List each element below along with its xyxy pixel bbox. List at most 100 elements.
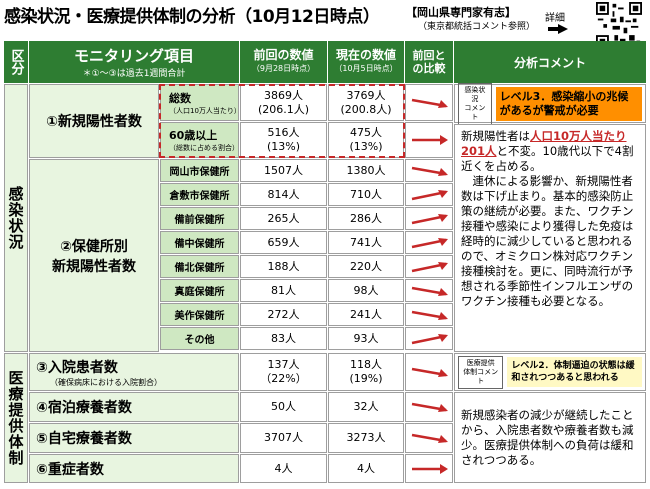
trend-arrow-icon (411, 433, 448, 443)
center-curr-text: 741人 (350, 235, 382, 249)
center-name-text: 備北保健所 (174, 263, 225, 274)
medical-level-box: 医療提供 体制コメント レベル2．体制逼迫の状態は緩和されつつあると思われる (454, 353, 646, 391)
infection-level-box: 感染状況 コメント レベル3．感染縮小の兆候があるが警戒が必要 (454, 82, 646, 125)
compare-cell (405, 122, 453, 158)
hosp-prev-value: 137人 (267, 358, 300, 371)
trend-arrow-icon (412, 135, 448, 145)
header-prev-date: （9月28日時点） (251, 64, 316, 73)
over60-curr: 475人 (13%) (328, 122, 404, 158)
total-curr-value: 3769人 (346, 88, 386, 102)
center-name-text: 真庭保健所 (174, 287, 225, 298)
header-item: モニタリング項目 ＊①～③は過去1週間合計 (29, 41, 239, 83)
center-name-text: 備前保健所 (174, 215, 225, 226)
item-new-cases: ①新規陽性者数 (29, 84, 159, 158)
header-item-note: ＊①～③は過去1週間合計 (82, 69, 186, 79)
row-total-label: 総数 (169, 91, 191, 105)
hosp-curr-value: 118人 (350, 358, 382, 371)
center-curr-text: 241人 (350, 307, 382, 321)
center-curr: 710人 (328, 183, 404, 206)
over60-prev-rate: (13%) (266, 140, 301, 153)
header-item-label: モニタリング項目 (73, 47, 194, 65)
center-name-text: 美作保健所 (174, 311, 225, 322)
center-prev-text: 272人 (267, 307, 300, 321)
severe-curr-value: 4人 (357, 461, 375, 475)
medical-level-tag: 医療提供 体制コメント (458, 355, 504, 389)
infection-level: レベル3．感染縮小の兆候があるが警戒が必要 (495, 86, 642, 121)
item-home: ⑤自宅療養者数 (29, 423, 239, 453)
center-curr-text: 286人 (350, 211, 382, 225)
center-curr: 1380人 (328, 159, 404, 182)
center-curr: 98人 (328, 279, 404, 302)
infection-comment-highlight: 人口10万人当たり201人 (461, 129, 627, 158)
section-medical: 医療提供体制 (4, 353, 28, 483)
item-lodging-label: ④宿泊療養者数 (36, 400, 132, 416)
details-link[interactable]: 詳細 (545, 13, 565, 24)
item-hospitalized-note: （確保病床における入院割合） (50, 377, 162, 387)
header-prev-label: 前回の数値 (253, 48, 314, 62)
total-curr: 3769人 (200.8人) (328, 84, 404, 121)
center-prev-text: 188人 (267, 259, 300, 273)
item-hospitalized: ③入院患者数 （確保病床における入院割合） (29, 353, 239, 391)
hosp-curr-rate: (19%) (349, 372, 383, 385)
trend-arrow-icon (411, 166, 448, 176)
severe-prev: 4人 (240, 454, 327, 483)
over60-prev-value: 516人 (267, 126, 300, 139)
center-prev: 814人 (240, 183, 327, 206)
compare-cell (405, 392, 453, 422)
compare-cell (405, 327, 453, 350)
item-new-cases-label: ①新規陽性者数 (46, 114, 142, 130)
total-curr-rate: (200.8人) (340, 102, 392, 116)
over60-curr-rate: (13%) (349, 140, 383, 153)
hosp-prev-rate: （22%） (260, 372, 307, 385)
lodging-curr-value: 32人 (353, 400, 379, 413)
compare-cell (405, 231, 453, 254)
trend-arrow-icon (411, 189, 448, 200)
center-curr: 93人 (328, 327, 404, 350)
severe-prev-value: 4人 (274, 461, 293, 475)
infection-comment-post: と不変。10歳代以下で4割近くを占める。 連休による影響か、新規陽性者数は下げ止… (461, 144, 634, 308)
row-over60-note: （総数に占める割合） (169, 144, 239, 152)
trend-arrow-icon (411, 333, 448, 344)
center-prev-text: 1507人 (264, 163, 303, 177)
compare-cell (405, 84, 453, 121)
page-title: 感染状況・医療提供体制の分析（10月12日時点） (4, 7, 380, 27)
center-name: 備前保健所 (160, 207, 239, 230)
item-hospitalized-label: ③入院患者数 (36, 359, 118, 376)
center-curr: 741人 (328, 231, 404, 254)
center-name: 備中保健所 (160, 231, 239, 254)
lodging-prev-value: 50人 (271, 400, 296, 413)
total-prev: 3869人 (206.1人) (240, 84, 327, 121)
compare-cell (405, 423, 453, 453)
trend-arrow-icon (411, 286, 448, 296)
header-curr-date: （10月5日時点） (334, 64, 398, 73)
center-curr: 241人 (328, 303, 404, 326)
item-by-center: ②保健所別 新規陽性者数 (29, 159, 159, 352)
source-note: （東京都統括コメント参照） (418, 22, 536, 32)
center-name: 真庭保健所 (160, 279, 239, 302)
center-curr-text: 220人 (350, 259, 382, 273)
details-arrowhead-icon (558, 24, 568, 34)
center-prev-text: 83人 (271, 331, 296, 345)
row-over60-label: 60歳以上 (169, 129, 218, 142)
center-prev: 272人 (240, 303, 327, 326)
lodging-prev: 50人 (240, 392, 327, 422)
row-total: 総数 （人口10万人当たり） (160, 84, 241, 121)
center-prev-text: 659人 (267, 235, 300, 249)
header-category: 区分 (4, 41, 28, 83)
row-over60: 60歳以上 （総数に占める割合） (160, 122, 239, 158)
center-prev: 188人 (240, 255, 327, 278)
center-prev: 265人 (240, 207, 327, 230)
center-prev: 83人 (240, 327, 327, 350)
compare-cell (405, 255, 453, 278)
center-name: その他 (160, 327, 239, 350)
item-by-center-label: ②保健所別 新規陽性者数 (52, 238, 136, 275)
center-name: 備北保健所 (160, 255, 239, 278)
compare-cell (405, 454, 453, 483)
item-lodging: ④宿泊療養者数 (29, 392, 239, 422)
over60-curr-value: 475人 (350, 126, 382, 139)
trend-arrow-icon (411, 367, 448, 377)
trend-arrow-icon (411, 310, 448, 320)
infection-level-tag: 感染状況 コメント (458, 82, 492, 125)
compare-cell (405, 207, 453, 230)
hosp-curr: 118人 (19%) (328, 353, 404, 391)
